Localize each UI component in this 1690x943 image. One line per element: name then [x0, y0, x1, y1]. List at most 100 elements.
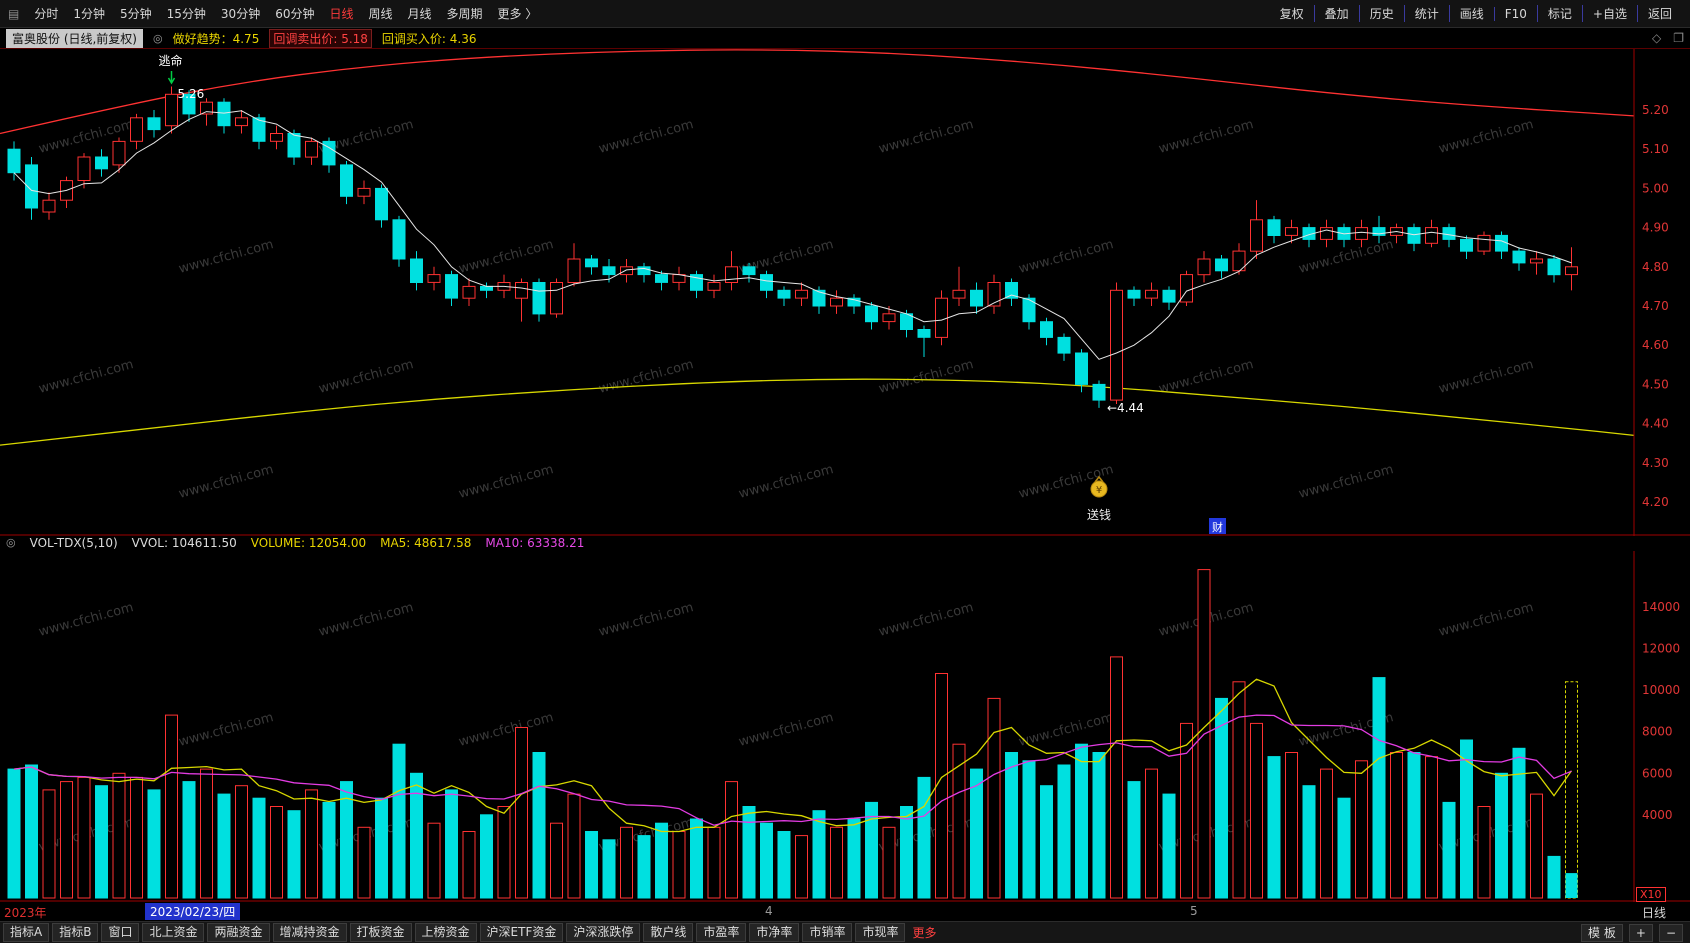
diamond-icon[interactable]: ◇	[1652, 31, 1662, 45]
svg-text:www.cfchi.com: www.cfchi.com	[877, 600, 975, 640]
pe-ratio-button[interactable]: 市盈率	[696, 923, 747, 942]
holdings-change-funds-button[interactable]: 增减持资金	[272, 923, 347, 942]
svg-text:4.80: 4.80	[1642, 260, 1669, 274]
northbound-funds-button[interactable]: 北上资金	[142, 923, 205, 942]
window-button[interactable]: 窗口	[101, 923, 140, 942]
list-funds-button[interactable]: 上榜资金	[414, 923, 477, 942]
volume-axis: 14000 12000 10000 8000 6000 4000	[0, 551, 1690, 902]
svg-text:12000: 12000	[1642, 642, 1680, 656]
zoom-in-button[interactable]: +	[1628, 923, 1653, 942]
volume-value: VOLUME: 12054.00	[250, 535, 367, 550]
volume-chart[interactable]: www.cfchi.com www.cfchi.com www.cfchi.com w…	[0, 551, 1690, 902]
more-indicators-button[interactable]: 更多	[912, 926, 937, 940]
stock-title-chip[interactable]: 富奥股份 (日线,前复权)	[6, 28, 143, 48]
tab-monthly[interactable]: 月线	[407, 7, 432, 21]
info-row-icons: ◇ ❐	[1652, 31, 1684, 45]
candlestick-chart[interactable]: www.cfchi.com www.cfchi.com www.cfchi.com w…	[0, 48, 1690, 536]
tab-30min[interactable]: 30分钟	[220, 7, 261, 21]
volume-header: ◎ VOL-TDX(5,10) VVOL: 104611.50 VOLUME: …	[0, 534, 584, 551]
trend-price-label: 做好趋势：4.75	[172, 31, 260, 46]
svg-text:www.cfchi.com: www.cfchi.com	[457, 237, 555, 277]
svg-text:8000: 8000	[1642, 725, 1673, 739]
tab-15min[interactable]: 15分钟	[166, 7, 206, 21]
pcf-ratio-button[interactable]: 市现率	[855, 923, 906, 942]
tab-60min[interactable]: 60分钟	[275, 7, 315, 21]
retail-line-button[interactable]: 散户线	[643, 923, 694, 942]
svg-text:www.cfchi.com: www.cfchi.com	[1157, 117, 1255, 157]
svg-text:www.cfchi.com: www.cfchi.com	[37, 600, 135, 640]
svg-text:www.cfchi.com: www.cfchi.com	[1437, 600, 1535, 640]
svg-text:www.cfchi.com: www.cfchi.com	[597, 357, 695, 397]
svg-text:财: 财	[1212, 520, 1223, 534]
top-toolbar: ▤ 分时 1分钟 5分钟 15分钟 30分钟 60分钟 日线 周线 月线 多周期…	[0, 0, 1690, 28]
svg-text:5.20: 5.20	[1642, 103, 1669, 117]
svg-text:www.cfchi.com: www.cfchi.com	[1017, 237, 1115, 277]
svg-text:←4.44: ←4.44	[1107, 401, 1144, 415]
svg-text:www.cfchi.com: www.cfchi.com	[1297, 237, 1395, 277]
tab-1min[interactable]: 1分钟	[73, 7, 105, 21]
date-axis: 2023年 2023/02/23/四 4 5	[0, 902, 1690, 921]
adjust-price-button[interactable]: 复权	[1279, 7, 1304, 21]
zoom-out-button[interactable]: −	[1658, 923, 1683, 942]
svg-text:4.20: 4.20	[1642, 495, 1669, 509]
svg-text:www.cfchi.com: www.cfchi.com	[597, 600, 695, 640]
tab-weekly[interactable]: 周线	[368, 7, 393, 21]
volume-indicator-name[interactable]: VOL-TDX(5,10)	[29, 535, 118, 550]
svg-text:www.cfchi.com: www.cfchi.com	[1437, 357, 1535, 397]
etf-funds-button[interactable]: 沪深ETF资金	[479, 923, 564, 942]
ps-ratio-button[interactable]: 市销率	[802, 923, 853, 942]
draw-line-button[interactable]: 画线	[1448, 5, 1494, 22]
volume-bars-layer	[7, 569, 1578, 899]
svg-text:www.cfchi.com: www.cfchi.com	[317, 600, 415, 640]
svg-text:www.cfchi.com: www.cfchi.com	[597, 117, 695, 157]
more-periods-button[interactable]: 更多 〉	[497, 7, 538, 21]
limit-board-funds-button[interactable]: 打板资金	[349, 923, 412, 942]
candles-layer	[7, 86, 1578, 408]
indicator-toggle-icon[interactable]: ◎	[153, 31, 163, 45]
back-button[interactable]: 返回	[1636, 5, 1682, 22]
selected-date-chip[interactable]: 2023/02/23/四	[145, 903, 241, 920]
svg-text:www.cfchi.com: www.cfchi.com	[457, 710, 555, 750]
history-button[interactable]: 历史	[1358, 5, 1404, 22]
svg-text:www.cfchi.com: www.cfchi.com	[37, 357, 135, 397]
cai-badge: 财	[1209, 518, 1226, 534]
svg-text:4.50: 4.50	[1642, 377, 1669, 391]
price-axis: 5.20 5.10 5.00 4.90 4.80 4.70 4.60 4.50 4.40 4.30…	[0, 48, 1690, 536]
indicator-b-button[interactable]: 指标B	[52, 923, 99, 942]
indicator-toggle-icon[interactable]: ◎	[6, 536, 16, 549]
template-button[interactable]: 模 板	[1581, 923, 1623, 942]
period-tabs: ▤ 分时 1分钟 5分钟 15分钟 30分钟 60分钟 日线 周线 月线 多周期…	[8, 5, 537, 22]
svg-text:6000: 6000	[1642, 766, 1673, 780]
f10-button[interactable]: F10	[1493, 6, 1537, 21]
svg-text:www.cfchi.com: www.cfchi.com	[737, 710, 835, 750]
tab-daily[interactable]: 日线	[329, 7, 354, 21]
pullback-buy-price-label: 回调买入价: 4.36	[381, 31, 477, 46]
restore-window-icon[interactable]: ❐	[1673, 31, 1684, 45]
volume-ma5-value: MA5: 48617.58	[380, 535, 472, 550]
mark-button[interactable]: 标记	[1536, 5, 1582, 22]
month-tick: 5	[1190, 904, 1198, 918]
overlay-button[interactable]: 叠加	[1313, 5, 1359, 22]
svg-text:www.cfchi.com: www.cfchi.com	[317, 357, 415, 397]
svg-text:4.90: 4.90	[1642, 221, 1669, 235]
bottom-right-group: 模 板 + −	[1581, 923, 1683, 942]
tab-multi-period[interactable]: 多周期	[446, 7, 483, 21]
add-favorite-button[interactable]: +自选	[1581, 5, 1637, 22]
year-label: 2023年	[4, 906, 47, 920]
statistics-button[interactable]: 统计	[1403, 5, 1449, 22]
limit-up-down-button[interactable]: 沪深涨跌停	[566, 923, 641, 942]
pb-ratio-button[interactable]: 市净率	[749, 923, 800, 942]
svg-text:4000: 4000	[1642, 808, 1673, 822]
svg-text:www.cfchi.com: www.cfchi.com	[737, 462, 835, 502]
toolbar-right-group: 复权 叠加 历史 统计 画线 F10 标记 +自选 返回	[1270, 5, 1682, 22]
layout-menu-icon[interactable]: ▤	[8, 6, 20, 21]
tab-5min[interactable]: 5分钟	[120, 7, 152, 21]
svg-text:5.00: 5.00	[1642, 181, 1669, 195]
volume-ma-line	[13, 714, 1572, 826]
svg-text:4.60: 4.60	[1642, 338, 1669, 352]
margin-funds-button[interactable]: 两融资金	[207, 923, 270, 942]
tab-fenshi[interactable]: 分时	[34, 7, 59, 21]
watermark-layer: www.cfchi.com www.cfchi.com www.cfchi.com w…	[37, 117, 1535, 502]
indicator-a-button[interactable]: 指标A	[3, 923, 50, 942]
